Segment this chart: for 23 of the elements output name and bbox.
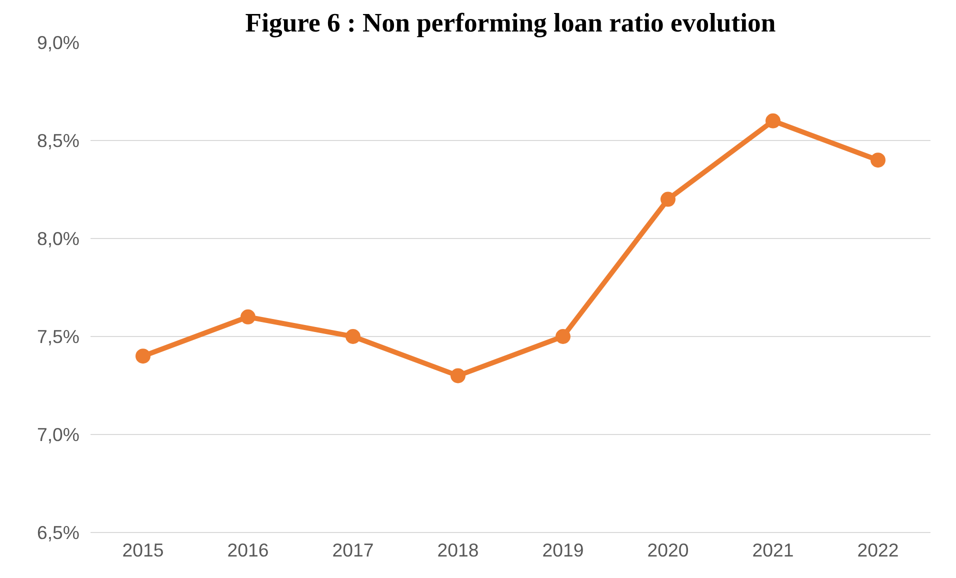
y-tick-label: 9,0% — [36, 32, 80, 53]
x-tick-label: 2022 — [857, 540, 899, 560]
y-tick-label: 7,5% — [36, 326, 80, 347]
x-tick-label: 2017 — [332, 540, 374, 560]
point — [870, 152, 886, 168]
x-tick-label: 2018 — [437, 540, 479, 560]
y-tick-label: 8,0% — [36, 228, 80, 249]
y-tick-label: 8,5% — [36, 130, 80, 151]
x-tick-label: 2015 — [122, 540, 164, 560]
y-tick-label: 6,5% — [36, 522, 80, 543]
point — [450, 368, 466, 384]
x-tick-label: 2019 — [542, 540, 584, 560]
point — [556, 329, 570, 344]
point — [346, 329, 360, 344]
x-tick-label: 2020 — [647, 540, 689, 560]
x-tick-label: 2016 — [227, 540, 269, 560]
point — [766, 113, 780, 128]
point — [136, 348, 150, 364]
x-tick-label: 2021 — [752, 540, 794, 560]
y-tick-label: 7,0% — [36, 424, 80, 445]
point — [240, 309, 256, 324]
point — [660, 192, 676, 207]
chart-title: Figure 6 : Non performing loan ratio evolution — [245, 8, 776, 38]
